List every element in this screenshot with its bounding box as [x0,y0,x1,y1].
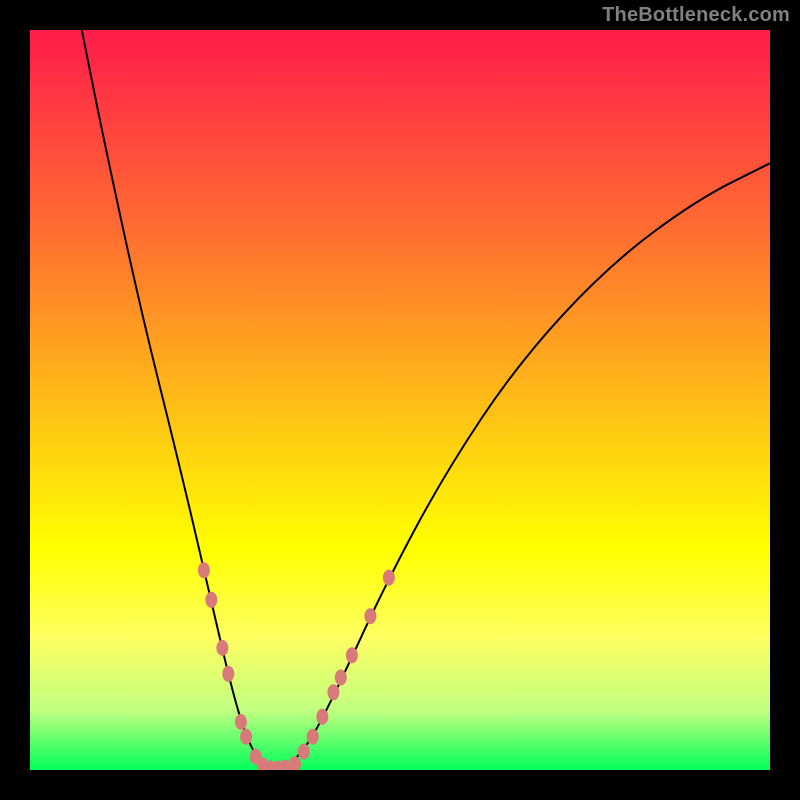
marker-left-4 [235,714,247,730]
bottleneck-curve [82,30,770,769]
marker-left-1 [205,592,217,608]
marker-right-2 [316,709,328,725]
marker-right-0 [298,744,310,760]
curve-markers [198,562,395,770]
marker-left-3 [222,666,234,682]
marker-right-4 [335,670,347,686]
marker-right-7 [383,570,395,586]
marker-left-2 [216,640,228,656]
marker-left-0 [198,562,210,578]
chart-root: TheBottleneck.com [0,0,800,800]
marker-right-5 [346,647,358,663]
plot-svg [30,30,770,770]
marker-bottom-4 [289,756,301,770]
marker-left-5 [240,729,252,745]
watermark-text: TheBottleneck.com [602,4,790,27]
marker-right-6 [364,608,376,624]
plot-area [30,30,770,770]
marker-right-3 [327,684,339,700]
marker-right-1 [307,729,319,745]
